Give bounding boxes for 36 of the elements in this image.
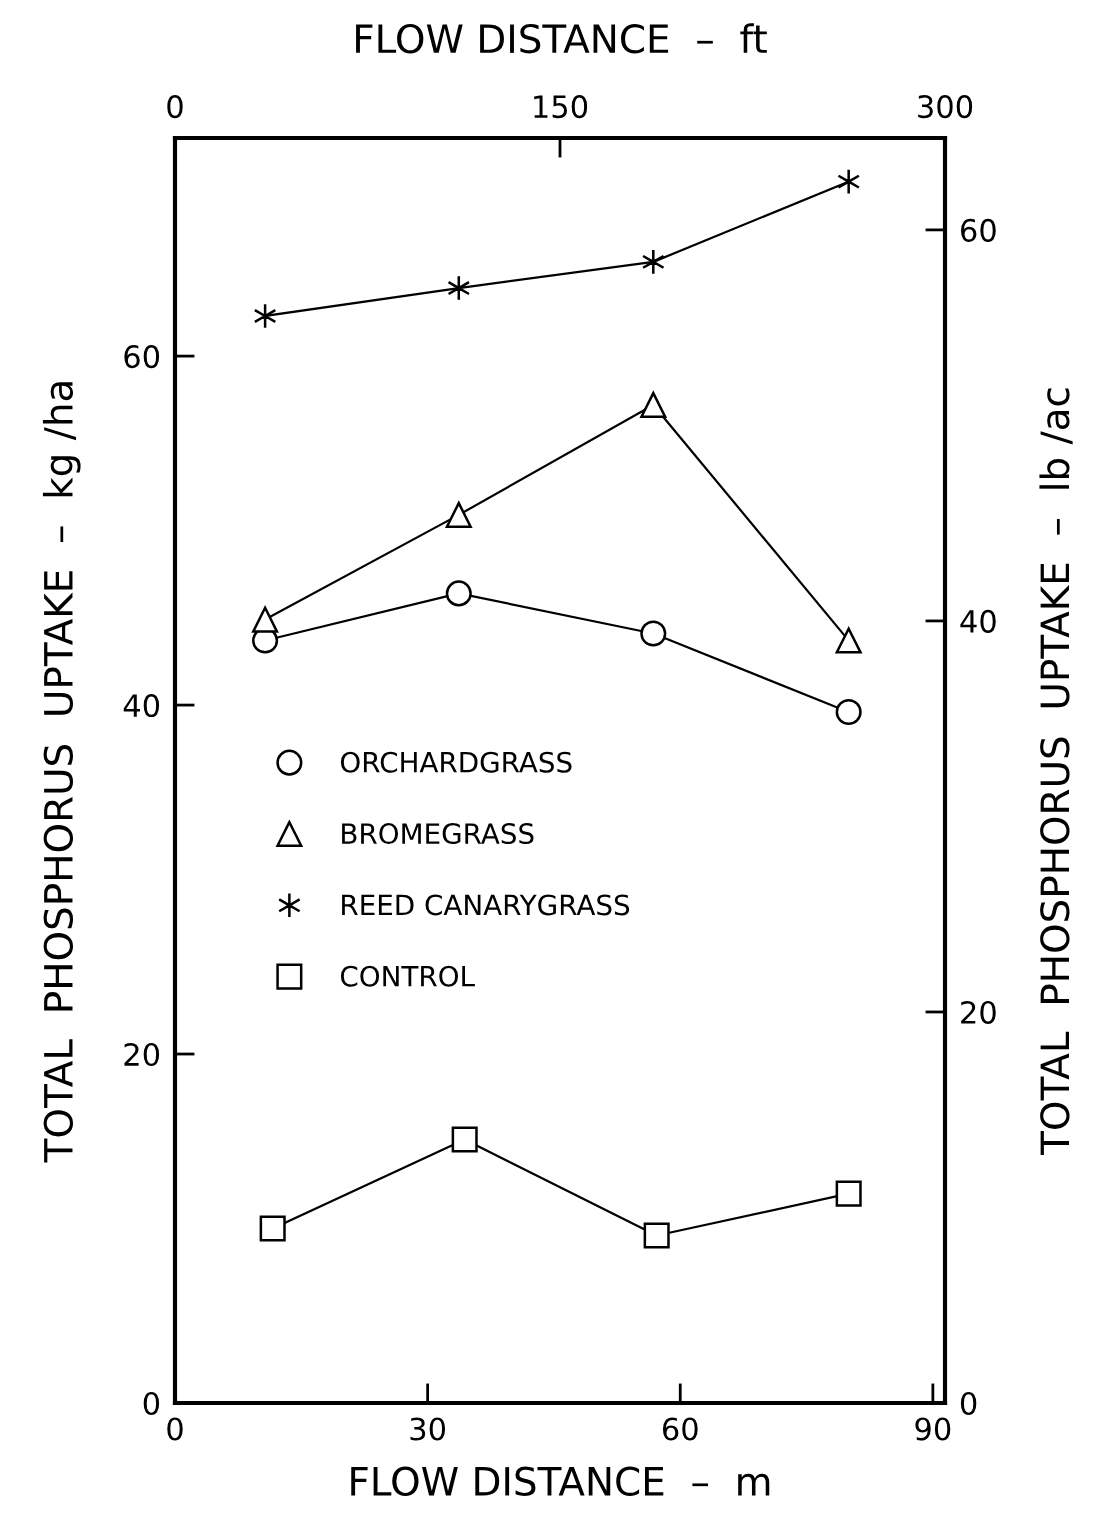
point <box>445 580 472 607</box>
y2-tick-label: 20 <box>961 1000 996 1025</box>
point <box>835 627 862 654</box>
point <box>835 698 862 726</box>
legend-label: REED CANARYGRASS <box>342 894 630 916</box>
point <box>640 391 667 419</box>
legend-label: BROMEGRASS <box>342 823 534 845</box>
point <box>451 1126 478 1153</box>
point <box>837 168 861 195</box>
x-tick-label: 30 <box>410 1417 446 1441</box>
point <box>259 1215 286 1242</box>
point <box>445 501 472 528</box>
x-tick-label: 60 <box>662 1417 698 1441</box>
legend-label: CONTROL <box>340 965 475 987</box>
y-tick-label: 40 <box>123 694 160 718</box>
point <box>835 1180 862 1207</box>
point <box>643 1222 670 1249</box>
x-axis-title: FLOW DISTANCE – m <box>351 1466 770 1497</box>
y2-tick-label: 60 <box>961 218 996 242</box>
y2-tick-label: 0 <box>960 1391 977 1416</box>
y2-tick-label: 40 <box>960 609 996 633</box>
x-tick-label: 90 <box>915 1417 951 1441</box>
y-tick-label: 20 <box>124 1042 160 1067</box>
x-tick-label: 0 <box>167 1417 183 1441</box>
y2-axis-title: TOTAL PHOSPHORUS UPTAKE – lb /ac <box>1039 388 1073 1155</box>
x2-axis-title: FLOW DISTANCE – ft <box>356 23 767 54</box>
x2-tick-label: 0 <box>167 95 183 119</box>
point <box>641 248 665 275</box>
y-tick-label: 0 <box>143 1391 160 1416</box>
legend-label: ORCHARDGRASS <box>340 751 572 773</box>
y-tick-label: 60 <box>124 345 160 369</box>
point <box>640 620 667 647</box>
y-axis-title: TOTAL PHOSPHORUS UPTAKE – kg /ha <box>42 382 81 1163</box>
x2-tick-label: 150 <box>534 95 588 119</box>
x2-tick-label: 300 <box>918 95 973 119</box>
point <box>252 606 279 633</box>
